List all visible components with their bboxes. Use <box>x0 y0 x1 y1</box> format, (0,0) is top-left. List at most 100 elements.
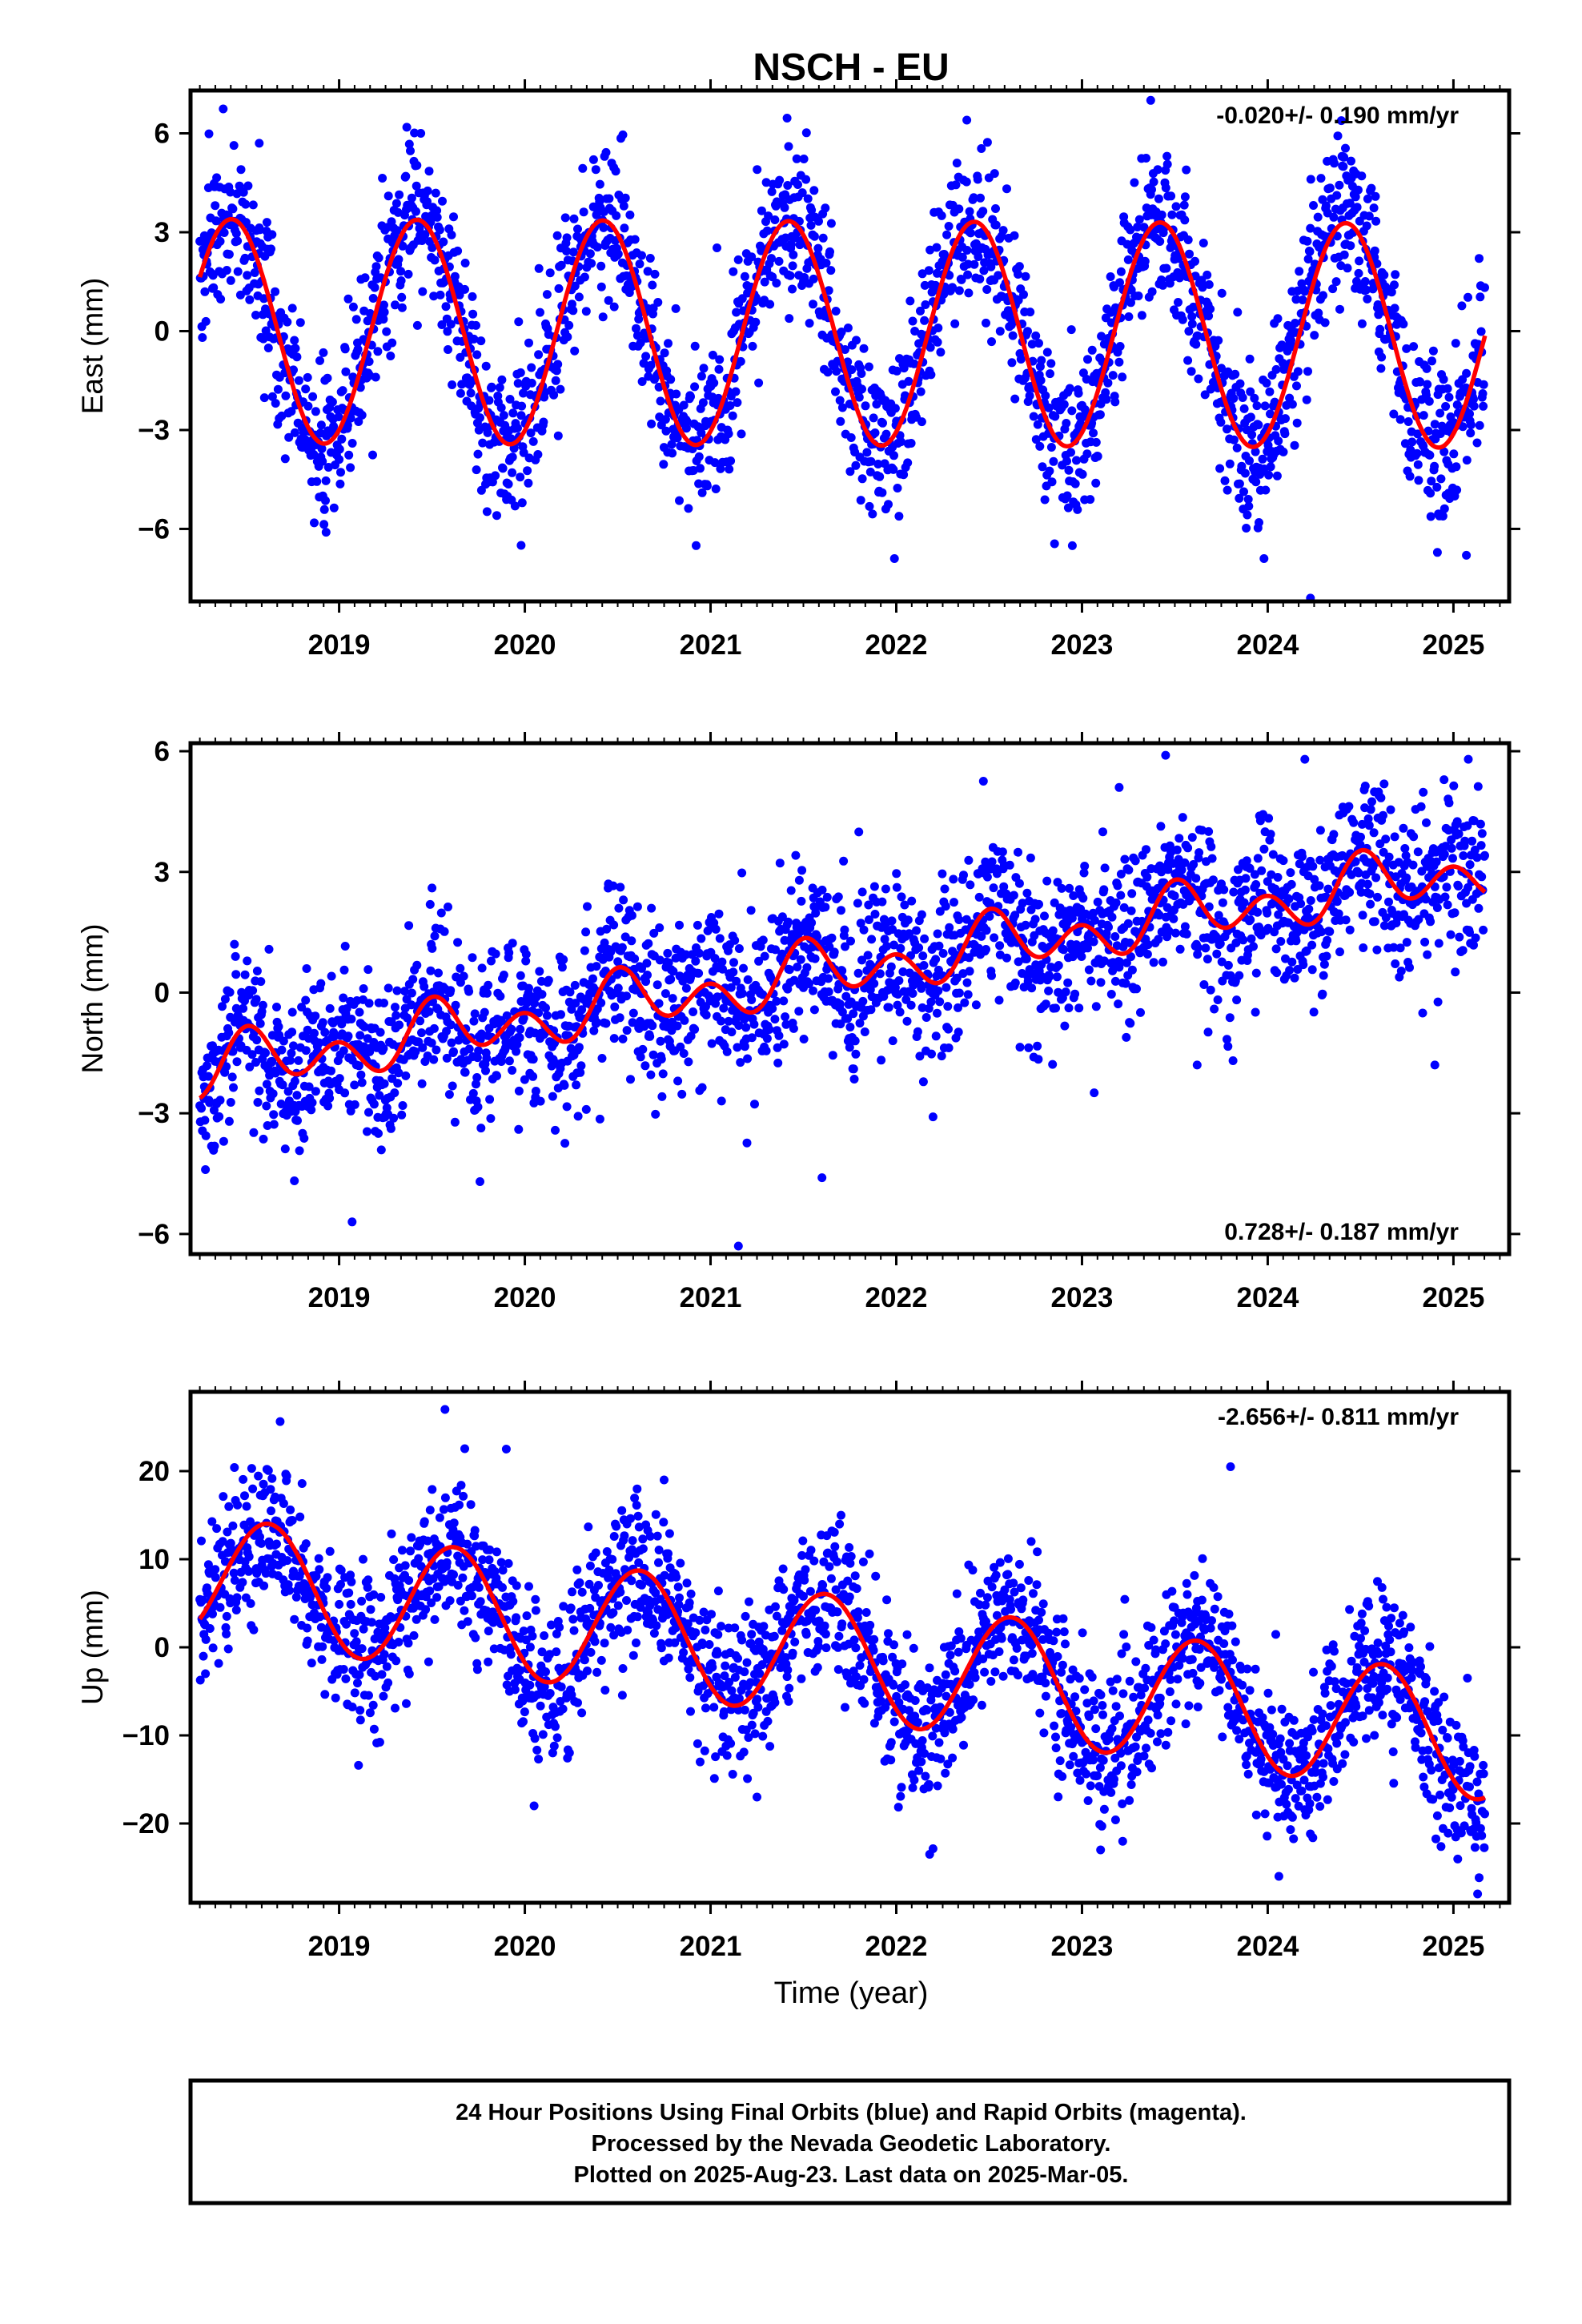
east-data-point <box>1250 393 1259 403</box>
east-data-point <box>1147 185 1156 195</box>
east-data-point <box>942 230 952 239</box>
east-data-point <box>1064 465 1074 475</box>
east-data-point <box>736 356 745 366</box>
east-data-point <box>1476 327 1486 336</box>
east-data-point <box>498 464 508 473</box>
east-data-point <box>1198 283 1207 292</box>
north-data-point <box>869 882 879 891</box>
north-data-point <box>1114 999 1123 1009</box>
east-data-point <box>574 292 584 302</box>
north-data-point <box>1251 880 1261 889</box>
east-data-point <box>1261 485 1271 495</box>
east-data-point <box>852 336 861 345</box>
east-data-point <box>1158 280 1167 290</box>
north-data-point <box>1477 872 1487 882</box>
north-data-point <box>1318 989 1327 999</box>
north-data-point <box>934 941 944 951</box>
east-data-point <box>259 393 269 403</box>
east-data-point <box>201 316 211 326</box>
north-data-point <box>1423 950 1432 959</box>
north-data-point <box>1308 862 1318 871</box>
north-data-point <box>514 1124 524 1134</box>
north-data-point <box>576 1061 586 1071</box>
north-data-point <box>1325 927 1335 936</box>
east-data-point <box>958 252 967 262</box>
east-data-point <box>1316 174 1326 183</box>
east-data-point <box>239 187 248 197</box>
north-data-point <box>1419 787 1428 797</box>
north-data-point <box>1024 1043 1034 1052</box>
north-data-point <box>375 1091 384 1100</box>
east-data-point <box>1466 428 1476 438</box>
north-data-point <box>1014 879 1024 888</box>
north-data-point <box>742 1138 752 1148</box>
east-data-point <box>1235 493 1244 503</box>
east-data-point <box>917 417 926 427</box>
east-data-point <box>1200 390 1210 400</box>
east-data-point <box>783 181 793 190</box>
north-data-point <box>835 999 845 1009</box>
north-data-point <box>1018 899 1027 908</box>
north-data-point <box>310 1028 319 1038</box>
north-data-point <box>442 1053 452 1063</box>
north-data-point <box>302 964 311 973</box>
east-data-point <box>437 320 447 329</box>
east-data-point <box>856 496 865 505</box>
east-data-point <box>1414 476 1423 485</box>
north-data-point <box>514 1086 524 1096</box>
north-data-point <box>1476 841 1486 850</box>
north-data-point <box>1389 943 1399 952</box>
north-data-point <box>928 1112 938 1122</box>
east-data-point <box>1014 270 1022 279</box>
north-data-point <box>502 1011 512 1020</box>
north-data-point <box>292 1091 302 1100</box>
north-data-point <box>962 978 972 987</box>
north-data-point <box>248 986 258 995</box>
east-data-point <box>379 308 389 317</box>
north-data-point <box>508 939 517 948</box>
east-data-point <box>370 283 379 292</box>
north-data-point <box>1110 976 1120 986</box>
north-data-point <box>557 963 567 972</box>
north-data-point <box>1177 865 1186 875</box>
east-data-point <box>1363 294 1372 304</box>
north-data-point <box>681 983 691 993</box>
north-data-point <box>262 1101 271 1111</box>
east-data-point <box>1371 191 1380 201</box>
north-data-point <box>789 1023 798 1033</box>
north-data-point <box>460 1068 470 1077</box>
north-data-point <box>201 1165 211 1174</box>
east-data-point <box>831 307 841 316</box>
east-data-point <box>715 355 725 364</box>
east-data-point <box>1243 510 1252 520</box>
east-data-point <box>236 165 246 175</box>
east-data-point <box>1042 348 1052 357</box>
east-data-point <box>554 283 564 293</box>
east-data-point <box>604 296 613 305</box>
north-data-point <box>793 963 802 971</box>
north-data-point <box>1299 960 1308 970</box>
east-data-point <box>318 456 327 466</box>
north-data-point <box>1366 805 1375 814</box>
east-data-point <box>826 266 836 275</box>
north-data-point <box>897 892 906 902</box>
north-data-point <box>418 1043 428 1052</box>
east-data-point <box>751 317 761 327</box>
north-data-point <box>729 967 738 977</box>
east-data-point <box>1091 478 1101 488</box>
north-data-point <box>1021 920 1030 930</box>
east-data-point <box>1214 336 1223 345</box>
east-data-point <box>351 315 361 324</box>
east-data-point <box>976 193 985 203</box>
north-data-point <box>833 892 843 902</box>
north-data-point <box>944 1024 953 1034</box>
east-data-point <box>556 384 565 394</box>
north-data-point <box>356 1070 366 1080</box>
north-data-point <box>711 999 721 1008</box>
east-data-point <box>1259 554 1269 563</box>
north-data-point <box>1257 866 1267 875</box>
north-data-point <box>469 1016 479 1026</box>
east-data-point <box>1002 184 1011 194</box>
north-data-point <box>1458 946 1468 955</box>
north-data-point <box>982 926 991 935</box>
